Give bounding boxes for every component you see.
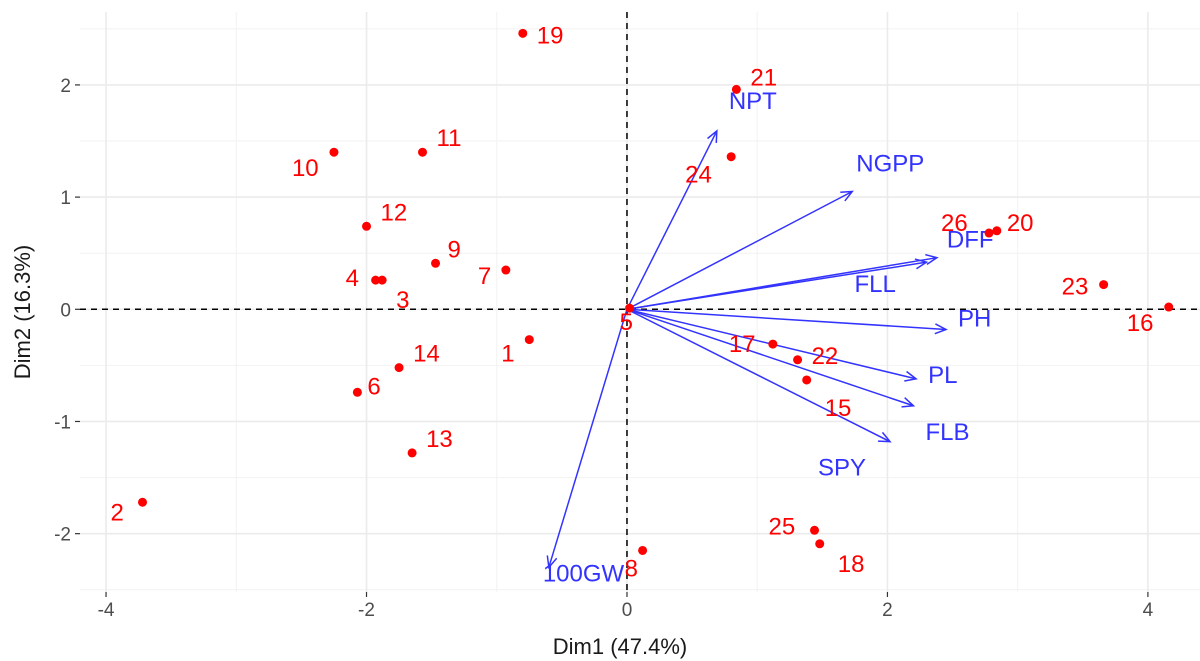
arrowhead-100gw xyxy=(546,555,558,570)
variable-label-ngpp: NGPP xyxy=(856,150,924,177)
y-tick-label: -1 xyxy=(54,412,71,433)
y-axis-title: Dim2 (16.3%) xyxy=(10,245,35,379)
arrowhead-dff xyxy=(925,253,939,265)
y-tick-label: -2 xyxy=(54,525,71,546)
arrowhead-npt xyxy=(707,129,718,143)
point-label-2: 2 xyxy=(111,499,124,526)
arrowhead-ph xyxy=(934,323,948,335)
arrowhead-flb xyxy=(901,397,916,408)
x-tick-label: 2 xyxy=(882,600,893,621)
point-label-6: 6 xyxy=(367,373,380,400)
point-label-11: 11 xyxy=(437,125,462,152)
point-label-16: 16 xyxy=(1127,310,1154,337)
y-tick-label: 1 xyxy=(60,188,71,209)
point-label-19: 19 xyxy=(537,22,564,49)
point-label-1: 1 xyxy=(501,341,514,368)
variable-label-spy: SPY xyxy=(818,455,866,482)
point-label-26: 26 xyxy=(941,210,968,237)
point-10 xyxy=(329,147,339,157)
point-26 xyxy=(984,228,994,238)
arrow-ngpp xyxy=(626,190,853,310)
point-label-22: 22 xyxy=(812,343,839,370)
point-label-7: 7 xyxy=(478,263,491,290)
point-16 xyxy=(1164,302,1174,312)
point-label-12: 12 xyxy=(381,199,408,226)
point-label-10: 10 xyxy=(292,155,319,182)
variable-label-fll: FLL xyxy=(855,271,896,298)
point-12 xyxy=(362,221,372,231)
point-7 xyxy=(501,265,511,275)
x-tick-label: -2 xyxy=(358,600,375,621)
point-4 xyxy=(371,275,381,285)
arrow-npt xyxy=(626,130,718,310)
point-25 xyxy=(810,525,820,535)
point-label-25: 25 xyxy=(769,513,796,540)
point-3 xyxy=(377,275,387,285)
point-label-5: 5 xyxy=(620,309,633,336)
arrowhead-ngpp xyxy=(840,190,854,202)
point-label-8: 8 xyxy=(625,555,638,582)
point-label-20: 20 xyxy=(1007,210,1034,237)
y-tick-label: 0 xyxy=(60,300,71,321)
point-label-23: 23 xyxy=(1062,274,1089,301)
x-tick-label: 0 xyxy=(622,600,633,621)
point-20 xyxy=(992,226,1002,236)
point-label-4: 4 xyxy=(346,265,359,292)
point-5 xyxy=(625,303,635,313)
reference-lines xyxy=(80,12,1200,592)
arrow-flb xyxy=(626,308,914,407)
point-label-3: 3 xyxy=(396,287,409,314)
variable-label-flb: FLB xyxy=(925,419,969,446)
individual-points: 1234567891011121314151617181920212223242… xyxy=(111,22,1174,582)
point-6 xyxy=(352,387,362,397)
x-tick-label: -4 xyxy=(98,600,115,621)
variable-label-pl: PL xyxy=(928,362,957,389)
point-15 xyxy=(802,375,812,385)
y-tick-label: 2 xyxy=(60,76,71,97)
point-18 xyxy=(815,539,825,549)
arrow-fll xyxy=(626,261,927,311)
point-2 xyxy=(138,497,148,507)
point-13 xyxy=(407,448,417,458)
point-19 xyxy=(518,28,528,38)
y-axis-ticks: -2 -1 0 1 2 xyxy=(54,76,80,546)
point-21 xyxy=(731,84,741,94)
x-axis-ticks: -4 -2 0 2 4 xyxy=(98,592,1154,621)
point-22 xyxy=(793,355,803,365)
x-axis-title: Dim1 (47.4%) xyxy=(553,634,687,659)
point-label-21: 21 xyxy=(750,64,777,91)
point-8 xyxy=(638,545,648,555)
arrow-ph xyxy=(626,308,947,331)
arrow-spy xyxy=(626,308,891,443)
arrowhead-fll xyxy=(914,258,929,270)
arrow-100gw xyxy=(548,309,628,568)
grid-lines xyxy=(80,12,1200,592)
arrowhead-spy xyxy=(878,431,892,443)
point-label-13: 13 xyxy=(426,426,453,453)
variable-label-ph: PH xyxy=(958,305,991,332)
point-17 xyxy=(768,339,778,349)
point-label-24: 24 xyxy=(685,162,712,189)
point-label-15: 15 xyxy=(825,395,852,422)
x-tick-label: 4 xyxy=(1143,600,1154,621)
variable-label-100gw: 100GW xyxy=(543,560,625,587)
point-11 xyxy=(418,147,428,157)
point-label-17: 17 xyxy=(729,331,756,358)
point-label-18: 18 xyxy=(838,551,865,578)
point-24 xyxy=(726,152,736,162)
point-23 xyxy=(1099,280,1109,290)
point-label-9: 9 xyxy=(448,236,461,263)
point-label-14: 14 xyxy=(413,341,440,368)
point-14 xyxy=(394,363,404,373)
arrowhead-pl xyxy=(904,370,918,382)
point-9 xyxy=(431,258,441,268)
point-1 xyxy=(524,335,534,345)
